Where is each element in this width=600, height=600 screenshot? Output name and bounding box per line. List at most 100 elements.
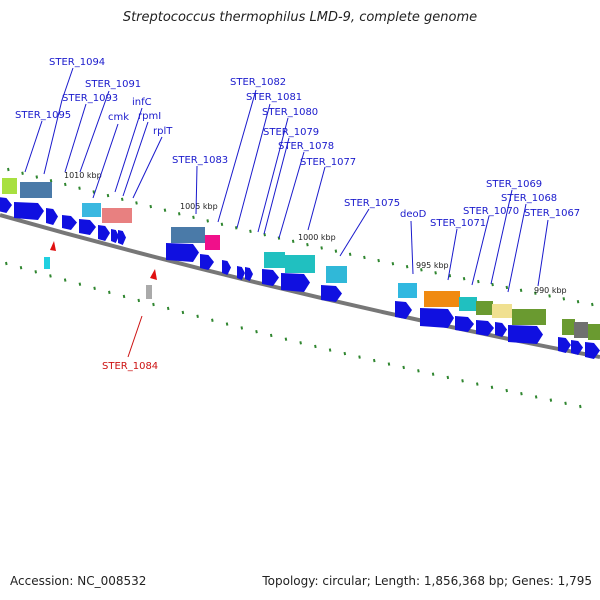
cds-arrow[interactable] (118, 230, 126, 245)
cds-arrow[interactable] (166, 243, 199, 262)
gene-label[interactable]: STER_1095 (15, 110, 71, 121)
gene-box[interactable] (2, 178, 17, 194)
tick-mark (431, 372, 435, 376)
cds-arrow[interactable] (62, 215, 77, 230)
gene-box[interactable] (588, 324, 600, 340)
cds-arrow[interactable] (508, 325, 543, 344)
gene-label[interactable]: STER_1068 (501, 193, 557, 204)
gene-label[interactable]: STER_1077 (300, 157, 356, 168)
gene-label[interactable]: cmk (108, 112, 129, 123)
gene-label[interactable]: STER_1094 (49, 57, 105, 68)
tick-mark (177, 212, 181, 216)
tick-mark (49, 179, 53, 183)
gene-box[interactable] (476, 301, 493, 315)
gene-label[interactable]: STER_1093 (62, 93, 118, 104)
tick-mark (391, 261, 395, 266)
gene-box[interactable] (264, 252, 285, 268)
tick-mark (19, 265, 23, 270)
leader-line (195, 165, 198, 215)
cds-arrow[interactable] (558, 337, 571, 353)
gene-box[interactable] (512, 309, 546, 325)
cds-arrow[interactable] (245, 267, 253, 281)
leader-line (263, 137, 290, 235)
tick-mark (21, 171, 24, 175)
cds-arrow[interactable] (262, 269, 279, 286)
gene-label[interactable]: STER_1075 (344, 198, 400, 209)
cds-arrow[interactable] (237, 266, 245, 280)
cds-arrow[interactable] (571, 340, 583, 355)
gene-label[interactable]: STER_1071 (430, 218, 486, 229)
gene-box[interactable] (562, 319, 575, 335)
scale-label: 1000 kbp (298, 233, 336, 242)
tick-mark (255, 330, 258, 334)
cds-arrow[interactable] (222, 260, 231, 275)
gene-box[interactable] (205, 235, 220, 250)
gene-box[interactable] (285, 255, 315, 273)
rna-leader-line (127, 315, 143, 358)
gene-box[interactable] (82, 203, 101, 217)
gene-box[interactable] (492, 304, 512, 318)
gene-label[interactable]: infC (132, 97, 152, 108)
cds-arrow[interactable] (200, 254, 214, 270)
gene-label[interactable]: deoD (400, 209, 427, 220)
leader-line (278, 151, 305, 239)
cds-arrow[interactable] (495, 322, 507, 337)
gene-label[interactable]: STER_1078 (278, 141, 334, 152)
tick-mark (549, 398, 553, 402)
tick-mark (579, 404, 582, 409)
cds-arrow[interactable] (98, 225, 110, 241)
gene-box[interactable] (459, 297, 477, 311)
rna-gene-label[interactable]: STER_1084 (102, 361, 158, 372)
leader-line (79, 90, 110, 173)
gene-label[interactable]: STER_1081 (246, 92, 302, 103)
tick-mark (520, 392, 523, 396)
gene-label[interactable]: rplT (153, 126, 173, 137)
gene-box[interactable] (424, 291, 460, 307)
cds-arrow[interactable] (14, 202, 44, 220)
gene-label[interactable]: STER_1069 (486, 179, 542, 190)
leader-line (257, 117, 289, 233)
cds-arrow[interactable] (420, 308, 454, 328)
gene-box[interactable] (171, 227, 205, 243)
cds-arrow[interactable] (79, 219, 96, 235)
cds-arrow[interactable] (46, 208, 58, 225)
cds-arrow[interactable] (281, 273, 310, 292)
gene-label[interactable]: STER_1079 (263, 127, 319, 138)
tick-mark (462, 276, 466, 281)
gene-label[interactable]: STER_1091 (85, 79, 141, 90)
gene-box[interactable] (102, 208, 132, 223)
rna-marker[interactable] (44, 257, 50, 269)
tick-mark (108, 290, 111, 295)
cds-arrow[interactable] (0, 197, 12, 213)
cds-arrow[interactable] (476, 320, 494, 336)
leader-line (24, 120, 43, 173)
gene-label[interactable]: STER_1082 (230, 77, 286, 88)
tick-mark (363, 255, 366, 260)
gene-box[interactable] (574, 322, 588, 338)
gene-label[interactable]: STER_1083 (172, 155, 228, 166)
cds-arrow[interactable] (585, 342, 600, 359)
tick-mark (299, 341, 302, 345)
tick-mark (534, 291, 537, 295)
leader-line (490, 189, 513, 285)
label-leaders (24, 67, 549, 293)
cds-arrow[interactable] (321, 285, 342, 302)
tick-mark (225, 322, 229, 326)
tick-mark (120, 197, 124, 201)
gene-box[interactable] (326, 266, 347, 283)
cds-arrow[interactable] (395, 301, 412, 319)
cds-arrow[interactable] (111, 229, 119, 243)
leader-line (122, 121, 149, 197)
gene-label[interactable]: STER_1080 (262, 107, 318, 118)
gene-box[interactable] (398, 283, 417, 298)
gene-label[interactable]: STER_1067 (524, 208, 580, 219)
gene-box[interactable] (20, 182, 52, 198)
tick-mark (249, 229, 252, 233)
scale-label: 990 kbp (534, 286, 567, 295)
gene-label[interactable]: STER_1070 (463, 206, 519, 217)
gene-label[interactable]: rpmI (138, 111, 161, 122)
rna-marker[interactable] (146, 285, 152, 299)
cds-arrow[interactable] (455, 316, 474, 332)
tick-mark (277, 236, 281, 240)
scale-labels: 1010 kbp 1005 kbp 1000 kbp 995 kbp 990 k… (64, 171, 567, 295)
